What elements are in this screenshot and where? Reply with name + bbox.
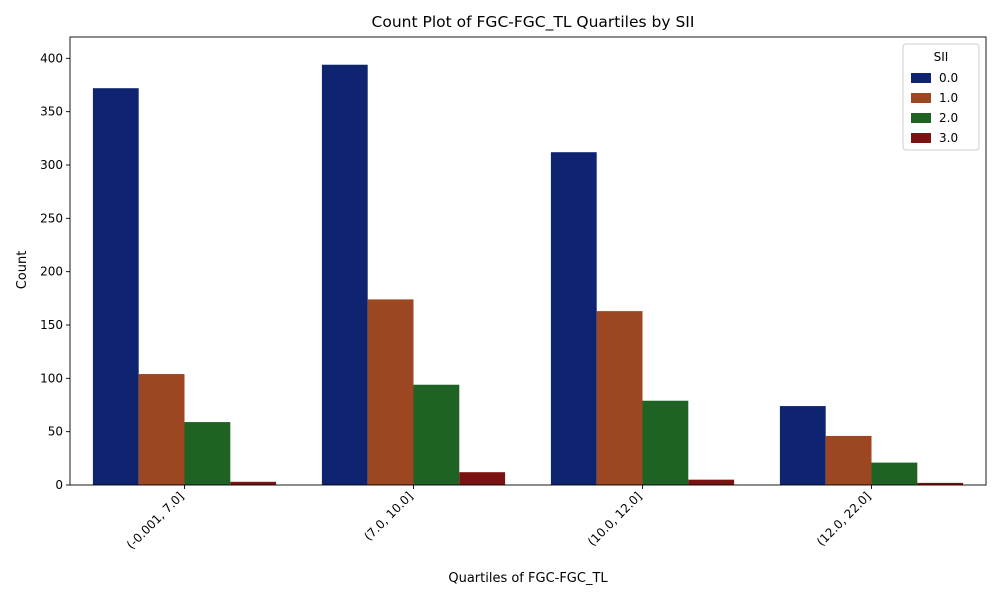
bar-series-3.0-cat-3 xyxy=(917,482,964,485)
axes-frame xyxy=(69,36,987,486)
y-tick-label: 150 xyxy=(40,318,63,332)
legend-swatch-2.0 xyxy=(911,113,931,123)
bar-series-2.0-cat-2 xyxy=(642,400,689,485)
bar-series-3.0-cat-2 xyxy=(688,479,735,485)
bar-series-0.0-cat-2 xyxy=(550,152,597,485)
legend-swatch-3.0 xyxy=(911,133,931,143)
y-tick-label: 100 xyxy=(40,371,63,385)
legend-label-2.0: 2.0 xyxy=(939,111,958,125)
y-tick-label: 0 xyxy=(55,478,63,492)
legend-label-0.0: 0.0 xyxy=(939,71,958,85)
x-tick-label: (7.0, 10.0] xyxy=(361,489,415,543)
bar-series-3.0-cat-0 xyxy=(230,481,277,485)
plot-area: 0 50 100 150 200 250 300 350 400 (-0.001, 7.0] (7.… xyxy=(40,36,987,552)
bar-series-3.0-cat-1 xyxy=(459,472,506,485)
bar-series-2.0-cat-0 xyxy=(184,422,231,485)
y-tick-label: 50 xyxy=(48,425,63,439)
bar-series-0.0-cat-1 xyxy=(321,64,368,485)
x-tick-label: (10.0, 12.0] xyxy=(585,489,645,549)
y-axis-label: Count xyxy=(15,251,30,290)
legend-swatch-0.0 xyxy=(911,73,931,83)
y-tick-label: 300 xyxy=(40,158,63,172)
bar-series-1.0-cat-2 xyxy=(596,311,643,485)
x-axis-label: Quartiles of FGC-FGC_TL xyxy=(448,571,608,586)
y-tick-label: 350 xyxy=(40,105,63,119)
bar-series-0.0-cat-3 xyxy=(779,406,826,485)
legend: SII 0.0 1.0 2.0 3.0 xyxy=(902,43,980,151)
bar-series-2.0-cat-1 xyxy=(413,384,460,485)
chart-title: Count Plot of FGC-FGC_TL Quartiles by SI… xyxy=(372,13,695,32)
y-tick-label: 400 xyxy=(40,51,63,65)
x-tick-label: (-0.001, 7.0] xyxy=(124,489,187,552)
legend-swatch-1.0 xyxy=(911,93,931,103)
legend-label-1.0: 1.0 xyxy=(939,91,958,105)
y-tick-label: 200 xyxy=(40,265,63,279)
bar-series-1.0-cat-1 xyxy=(367,299,414,485)
bar-series-1.0-cat-3 xyxy=(825,435,872,485)
legend-title: SII xyxy=(934,50,949,64)
y-tick-label: 250 xyxy=(40,211,63,225)
bar-series-1.0-cat-0 xyxy=(138,374,185,485)
legend-box xyxy=(902,43,980,151)
legend-label-3.0: 3.0 xyxy=(939,131,958,145)
bar-series-2.0-cat-3 xyxy=(871,462,918,485)
x-tick-label: (12.0, 22.0] xyxy=(814,489,874,549)
bar-series-0.0-cat-0 xyxy=(92,88,139,485)
